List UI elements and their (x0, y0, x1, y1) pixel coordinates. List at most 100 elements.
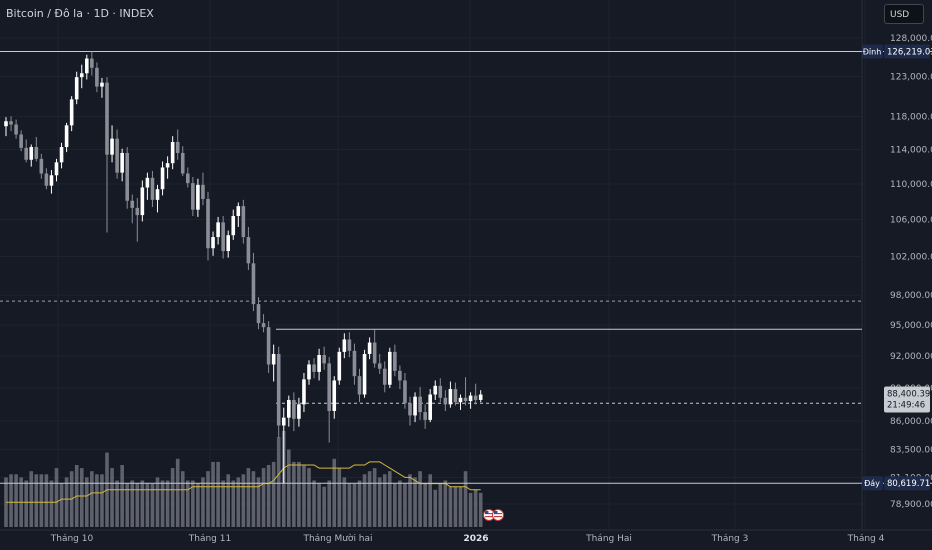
price-tick-label: 98,000.00 (890, 291, 932, 301)
volume-bar (256, 477, 261, 527)
volume-bar (332, 458, 337, 527)
candle-body (261, 323, 266, 328)
volume-bar (246, 468, 251, 527)
currency-button[interactable]: USD (884, 4, 924, 24)
volume-bar (307, 468, 311, 527)
candle-body (342, 339, 347, 352)
time-tick-label: Tháng 3 (711, 534, 749, 544)
candle-body (423, 412, 427, 420)
volume-bar (130, 480, 135, 527)
candle-body (302, 379, 306, 405)
candle-body (367, 342, 372, 354)
volume-bar (85, 477, 89, 527)
low-value: 80,619.71 (887, 479, 930, 489)
candle-body (312, 364, 316, 372)
candle-body (307, 364, 311, 380)
volume-bar (54, 468, 59, 527)
candle-body (64, 125, 69, 148)
candle-body (357, 376, 362, 395)
candle-body (458, 397, 463, 403)
candle-body (393, 351, 397, 371)
candle-body (196, 184, 200, 210)
volume-bar (468, 492, 473, 527)
price-tick-label: 123,000.00 (890, 72, 932, 82)
candle-body (95, 67, 99, 87)
volume-bar (266, 465, 271, 527)
volume-bar (165, 480, 170, 527)
volume-bar (438, 483, 443, 527)
candle-body (322, 355, 326, 364)
volume-bar (226, 474, 230, 527)
volume-bar (317, 483, 321, 527)
candle-body (59, 147, 64, 163)
volume-bar (448, 486, 453, 527)
volume-bar (287, 449, 291, 527)
candle-body (150, 177, 155, 200)
candle-body (287, 399, 291, 418)
candle-body (398, 370, 402, 381)
volume-bar (463, 471, 468, 527)
volume-bar (100, 474, 104, 527)
candle-body (14, 124, 18, 135)
flag-stripe (485, 513, 493, 515)
candle-body (372, 342, 377, 364)
volume-bar (398, 480, 402, 527)
time-tick-label: Tháng 11 (188, 534, 231, 544)
candle-body (276, 353, 281, 426)
volume-bar (231, 480, 236, 527)
flag-canton (485, 511, 489, 514)
time-tick-label: Tháng 4 (847, 534, 885, 544)
volume-bar (473, 489, 478, 527)
price-tick-label: 118,000.00 (890, 112, 932, 122)
volume-bar (261, 468, 266, 527)
candle-body (79, 73, 84, 78)
candle-body (256, 304, 261, 324)
candle-body (271, 353, 276, 365)
price-tick-label: 83,500.00 (890, 445, 932, 455)
candle-body (110, 138, 114, 155)
volume-bar (357, 480, 362, 527)
volume-bar (428, 474, 432, 527)
time-tick-label: 2026 (463, 534, 488, 544)
volume-bar (367, 471, 372, 527)
volume-bar (347, 483, 352, 527)
volume-bar (276, 437, 281, 527)
chart-title: Bitcoin / Đô la · 1D · INDEX (6, 7, 154, 20)
volume-bar (145, 483, 150, 527)
time-tick-label: Tháng 10 (50, 534, 94, 544)
volume-bar (170, 468, 175, 527)
volume-bar (95, 474, 99, 527)
volume-bar (34, 474, 39, 527)
price-tick-label: 92,000.00 (890, 352, 932, 362)
candle-body (408, 403, 412, 416)
high-value-box (884, 44, 930, 59)
volume-bar (196, 483, 200, 527)
candle-body (246, 237, 251, 264)
volume-bar (362, 474, 367, 527)
high-label-box (862, 44, 883, 59)
volume-bar (191, 480, 195, 527)
candle-body (362, 353, 367, 395)
candle-body (433, 385, 438, 395)
volume-bar (59, 483, 64, 527)
candle-body (85, 58, 89, 74)
volume-bar (342, 477, 347, 527)
volume-bar (408, 474, 412, 527)
volume-bar (453, 486, 458, 527)
volume-bar (175, 458, 180, 527)
candle-body (125, 152, 129, 201)
candle-body (191, 183, 195, 210)
volume-bar (180, 471, 185, 527)
volume-bar (120, 465, 124, 527)
candle-body (19, 134, 23, 148)
volume-bar (206, 471, 210, 527)
candle-body (175, 141, 180, 153)
volume-bar (377, 477, 382, 527)
flag-stripe (485, 516, 493, 518)
volume-bar (418, 471, 422, 527)
candle-body (140, 187, 145, 216)
candle-body (9, 121, 13, 125)
volume-bar (9, 474, 13, 527)
volume-bar (403, 483, 407, 527)
